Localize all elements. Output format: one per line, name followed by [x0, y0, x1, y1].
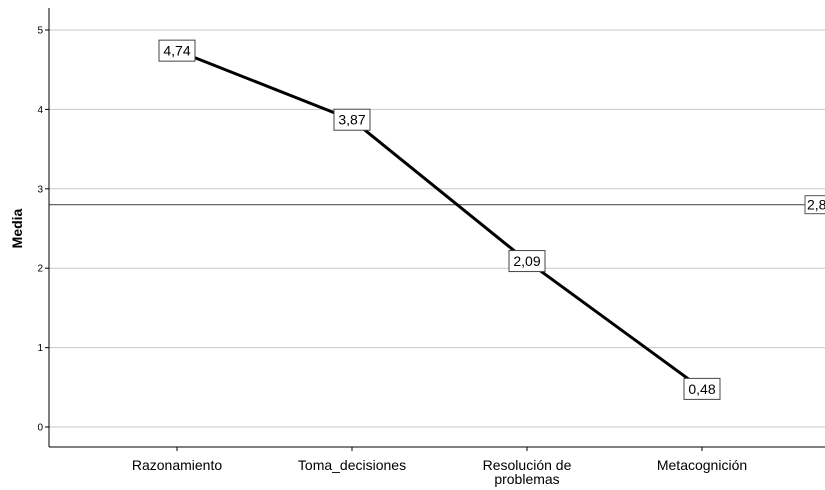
series-line [175, 49, 704, 391]
x-tick-label: Toma_decisiones [298, 457, 406, 473]
data-labels: 4,74 3,87 2,09 0,48 [158, 39, 721, 400]
data-label-box [683, 377, 721, 400]
gridlines [49, 29, 825, 428]
data-label: 4,74 [163, 43, 190, 59]
reference-label-box [804, 195, 825, 215]
reference-line-group: 2,8 [49, 195, 825, 215]
series-line-group [175, 49, 704, 391]
y-tick-label: 2 [37, 264, 43, 275]
axis-text: 0 1 2 3 4 5 Razonamiento Toma_decisiones Resoluc… [9, 26, 747, 488]
data-label-box [158, 39, 196, 62]
y-tick-label: 1 [37, 343, 43, 354]
data-label-box [508, 250, 546, 273]
data-label: 3,87 [338, 112, 365, 128]
y-axis-title: Media [9, 208, 25, 248]
y-tick-label: 0 [37, 423, 43, 434]
x-tick-label: Razonamiento [132, 457, 222, 473]
y-tick-label: 3 [37, 184, 43, 195]
y-tick-label: 5 [37, 26, 43, 37]
data-label: 0,48 [688, 381, 715, 397]
reference-label: 2,8 [807, 197, 825, 213]
y-tick-label: 4 [37, 105, 43, 116]
data-label-box [333, 108, 371, 131]
x-tick-label: Resolución de problemas [483, 457, 572, 487]
x-tick-label: Metacognición [657, 457, 747, 473]
axes [45, 8, 825, 451]
data-label: 2,09 [513, 253, 540, 269]
